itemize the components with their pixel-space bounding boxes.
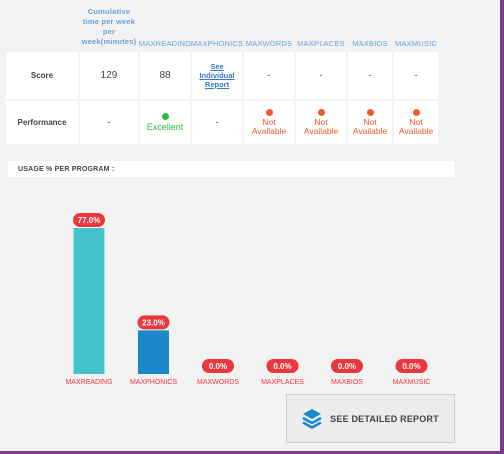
performance-maxbios: Not Available <box>348 101 392 144</box>
performance-maxreading: Excellent <box>140 101 190 144</box>
score-maxwords: - <box>244 52 294 99</box>
performance-label: Not Available <box>398 117 434 136</box>
value-label: 0.0% <box>209 362 227 371</box>
column-maxbios: MAXBIOS - Not Available <box>348 6 392 146</box>
header-maxreading: MAXREADING <box>138 39 192 48</box>
bar-maxphonics <box>138 330 169 374</box>
header-maxwords: MAXWORDS <box>245 39 293 48</box>
value-bubble <box>331 359 363 373</box>
column-maxmusic: MAXMUSIC - Not Available <box>394 6 438 146</box>
category-label: MAXWORDS <box>197 379 239 386</box>
score-maxplaces: - <box>296 52 346 99</box>
usage-section-header: USAGE % PER PROGRAM : <box>8 161 454 177</box>
status-dot-icon <box>265 109 273 116</box>
value-bubble <box>137 315 170 330</box>
performance-maxmusic: Not Available <box>394 101 438 144</box>
score-table: Score Performance Cumulative time per we… <box>6 6 438 146</box>
bar-maxreading <box>73 228 105 374</box>
cumulative-performance: - <box>80 101 138 144</box>
bar-group-maxphonics: 23.0% MAXPHONICS <box>130 315 177 386</box>
performance-maxplaces: Not Available <box>296 101 346 144</box>
performance-label: Excellent <box>146 122 184 132</box>
header-maxphonics: MAXPHONICS <box>190 39 244 48</box>
category-label: MAXMUSIC <box>393 379 431 386</box>
category-label: MAXPLACES <box>261 379 304 386</box>
bar-group-maxmusic: 0.0% MAXMUSIC <box>393 359 431 386</box>
see-individual-report-link[interactable]: See Individual Report <box>199 62 235 89</box>
status-dot-icon <box>317 109 325 116</box>
row-label-performance: Performance <box>6 101 78 144</box>
value-label: 77.0% <box>78 216 101 225</box>
performance-label: Not Available <box>251 117 287 136</box>
header-maxmusic: MAXMUSIC <box>394 39 438 48</box>
value-label: 0.0% <box>402 362 420 371</box>
value-bubble <box>202 359 234 373</box>
score-maxmusic: - <box>394 52 438 99</box>
layers-icon <box>302 408 322 430</box>
score-maxbios: - <box>348 52 392 99</box>
value-bubble <box>266 359 299 373</box>
bar-group-maxplaces: 0.0% MAXPLACES <box>261 359 304 386</box>
cumulative-column: Cumulative time per week per week(minute… <box>80 6 138 146</box>
value-label: 23.0% <box>142 318 165 327</box>
column-maxplaces: MAXPLACES - Not Available <box>296 6 346 146</box>
category-label: MAXBIOS <box>331 379 363 386</box>
bar-group-maxbios: 0.0% MAXBIOS <box>331 359 363 386</box>
header-maxbios: MAXBIOS <box>352 39 388 48</box>
usage-bar-chart: 77.0% MAXREADING 23.0% MAXPHONICS 0.0% MAXWOR… <box>65 213 431 386</box>
category-label: MAXREADING <box>65 379 112 386</box>
performance-label: Not Available <box>303 117 339 136</box>
value-label: 0.0% <box>273 362 291 371</box>
status-dot-icon <box>161 113 169 120</box>
score-maxreading: 88 <box>140 52 190 99</box>
value-label: 0.0% <box>338 362 356 371</box>
cumulative-header: Cumulative time per week per week(minute… <box>81 7 137 46</box>
score-maxphonics: See Individual Report <box>192 52 242 99</box>
header-maxplaces: MAXPLACES <box>297 39 345 48</box>
value-bubble <box>73 213 105 227</box>
status-dot-icon <box>366 109 374 116</box>
status-dot-icon <box>412 109 420 116</box>
column-maxreading: MAXREADING 88 Excellent <box>138 6 192 146</box>
see-detailed-report-button[interactable]: SEE DETAILED REPORT <box>286 394 455 443</box>
bar-group-maxwords: 0.0% MAXWORDS <box>197 359 239 386</box>
performance-maxphonics: - <box>192 101 242 144</box>
performance-maxwords: Not Available <box>244 101 294 144</box>
value-bubble <box>395 359 428 373</box>
see-detailed-report-label: SEE DETAILED REPORT <box>330 413 439 424</box>
bar-group-maxreading: 77.0% MAXREADING <box>65 213 113 386</box>
column-maxwords: MAXWORDS - Not Available <box>244 6 294 146</box>
performance-label: Not Available <box>352 117 388 136</box>
category-label: MAXPHONICS <box>130 379 177 386</box>
column-maxphonics: MAXPHONICS See Individual Report - <box>190 6 244 146</box>
row-label-score: Score <box>6 52 78 99</box>
cumulative-score: 129 <box>80 52 138 99</box>
